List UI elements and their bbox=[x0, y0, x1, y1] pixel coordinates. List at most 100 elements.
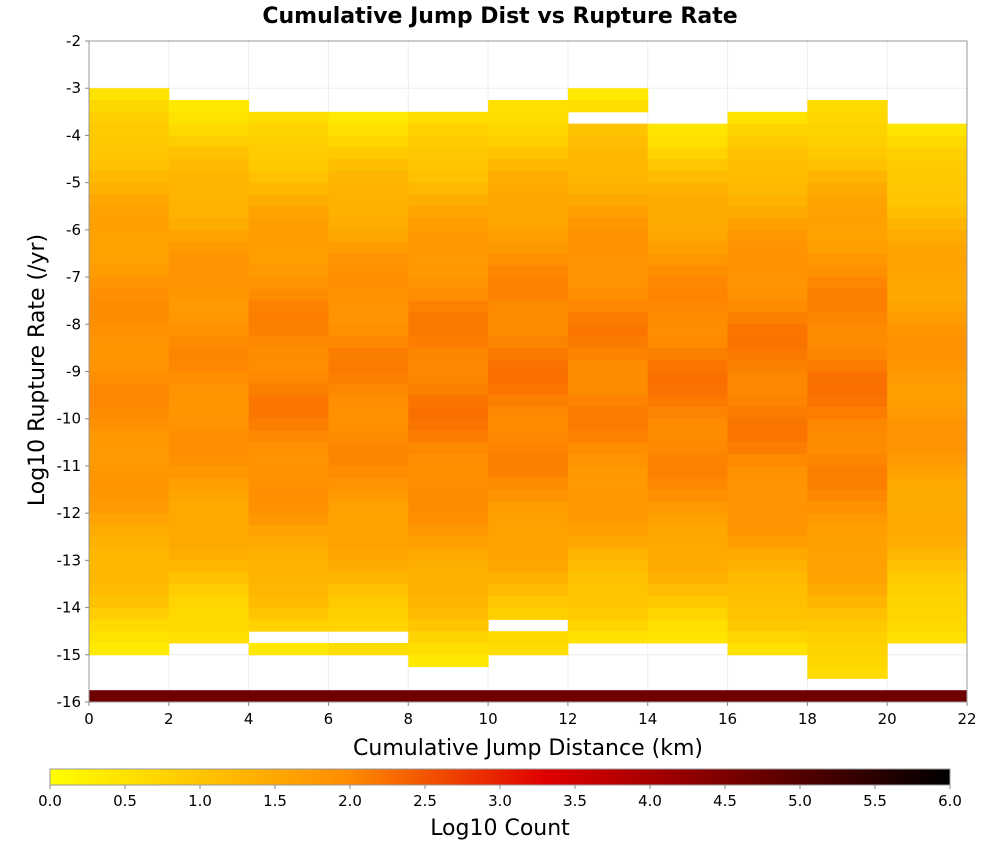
heatmap-cell bbox=[488, 536, 569, 550]
heatmap-cell bbox=[328, 253, 409, 266]
colorbar-tick-label: 3.0 bbox=[488, 792, 512, 810]
heatmap-cell bbox=[727, 347, 808, 361]
heatmap-cell bbox=[408, 442, 489, 455]
heatmap-cell bbox=[807, 395, 888, 408]
heatmap-cell bbox=[807, 572, 888, 585]
heatmap-cell bbox=[488, 135, 569, 148]
heatmap-cell bbox=[807, 359, 888, 372]
heatmap-cell bbox=[328, 277, 409, 290]
heatmap-cell bbox=[408, 347, 489, 361]
heatmap-cell bbox=[727, 454, 808, 467]
heatmap-cell bbox=[887, 477, 968, 491]
heatmap-cell bbox=[807, 442, 888, 455]
heatmap-cell bbox=[567, 524, 649, 538]
heatmap-cell bbox=[328, 159, 409, 172]
heatmap-cell bbox=[408, 359, 489, 372]
heatmap-cell bbox=[408, 583, 489, 597]
heatmap-cell bbox=[567, 288, 649, 302]
heatmap-cell bbox=[488, 406, 569, 420]
heatmap-cell bbox=[807, 477, 888, 491]
heatmap-cell bbox=[807, 654, 888, 668]
heatmap-cell bbox=[727, 619, 808, 632]
heatmap-cell bbox=[89, 218, 170, 231]
heatmap-cell bbox=[408, 418, 489, 432]
heatmap-cell bbox=[328, 418, 409, 432]
heatmap-cell bbox=[248, 135, 329, 148]
heatmap-cell bbox=[647, 347, 729, 361]
heatmap-cell bbox=[647, 489, 729, 502]
heatmap-cell bbox=[488, 513, 569, 526]
heatmap-cell bbox=[248, 288, 329, 302]
heatmap-cell bbox=[647, 312, 729, 325]
heatmap-cell bbox=[408, 560, 489, 573]
heatmap-cell bbox=[168, 277, 250, 290]
heatmap-cell bbox=[168, 454, 250, 467]
heatmap-cell bbox=[168, 182, 250, 195]
heatmap-cell bbox=[727, 135, 808, 148]
heatmap-cell bbox=[647, 265, 729, 278]
heatmap-cell bbox=[807, 182, 888, 195]
heatmap-cell bbox=[807, 324, 888, 337]
heatmap-cell bbox=[887, 359, 968, 372]
heatmap-cell bbox=[408, 206, 489, 219]
heatmap-cell bbox=[647, 241, 729, 254]
heatmap-cell bbox=[408, 513, 489, 526]
heatmap-cell bbox=[567, 194, 649, 207]
heatmap-cell bbox=[807, 501, 888, 514]
heatmap-cell bbox=[89, 619, 170, 632]
heatmap-cell bbox=[408, 324, 489, 337]
heatmap-cell bbox=[887, 572, 968, 585]
heatmap-cell bbox=[727, 513, 808, 526]
heatmap-cell bbox=[328, 324, 409, 337]
heatmap-cell bbox=[408, 265, 489, 278]
heatmap-cell bbox=[727, 111, 808, 125]
heatmap-cell bbox=[168, 477, 250, 491]
heatmap-cell bbox=[807, 277, 888, 290]
heatmap-cell bbox=[887, 159, 968, 172]
heatmap-cell bbox=[887, 123, 968, 136]
heatmap-cell bbox=[807, 218, 888, 231]
y-tick-label: -7 bbox=[66, 268, 81, 286]
heatmap-cell bbox=[408, 336, 489, 349]
heatmap-cell bbox=[488, 147, 569, 160]
heatmap-cell bbox=[89, 583, 170, 597]
heatmap-cell bbox=[807, 607, 888, 620]
heatmap-cell bbox=[168, 536, 250, 550]
heatmap-cell bbox=[408, 218, 489, 231]
heatmap-cell bbox=[248, 347, 329, 361]
heatmap-cell bbox=[408, 536, 489, 550]
heatmap-cell bbox=[168, 371, 250, 384]
heatmap-cell bbox=[328, 111, 409, 125]
heatmap-cell bbox=[89, 288, 170, 302]
heatmap-cell bbox=[807, 642, 888, 656]
heatmap-cell bbox=[727, 229, 808, 243]
heatmap-cell bbox=[328, 336, 409, 349]
heatmap-cell bbox=[89, 347, 170, 361]
heatmap-cell bbox=[328, 170, 409, 184]
heatmap-cell bbox=[807, 513, 888, 526]
heatmap-cell bbox=[89, 312, 170, 325]
heatmap-cell bbox=[488, 194, 569, 207]
heatmap-cell bbox=[408, 111, 489, 125]
heatmap-cell bbox=[328, 395, 409, 408]
heatmap-cell bbox=[168, 560, 250, 573]
heatmap-cell bbox=[567, 218, 649, 231]
heatmap-cell bbox=[488, 288, 569, 302]
heatmap-cell bbox=[408, 465, 489, 479]
heatmap-cell bbox=[727, 465, 808, 479]
heatmap-cell bbox=[727, 123, 808, 136]
heatmap-cell bbox=[887, 277, 968, 290]
heatmap-cell bbox=[328, 583, 409, 597]
heatmap-cell bbox=[647, 619, 729, 632]
heatmap-cell bbox=[807, 383, 888, 396]
heatmap-cell bbox=[488, 206, 569, 219]
heatmap-cell bbox=[647, 383, 729, 396]
heatmap-cell bbox=[488, 418, 569, 432]
heatmap-cell bbox=[89, 642, 170, 656]
heatmap-cell bbox=[328, 147, 409, 160]
heatmap-cell bbox=[89, 631, 170, 644]
heatmap-cell bbox=[567, 454, 649, 467]
colorbar-tick-label: 0.5 bbox=[113, 792, 137, 810]
heatmap-cell bbox=[488, 241, 569, 254]
heatmap-cell bbox=[567, 371, 649, 384]
